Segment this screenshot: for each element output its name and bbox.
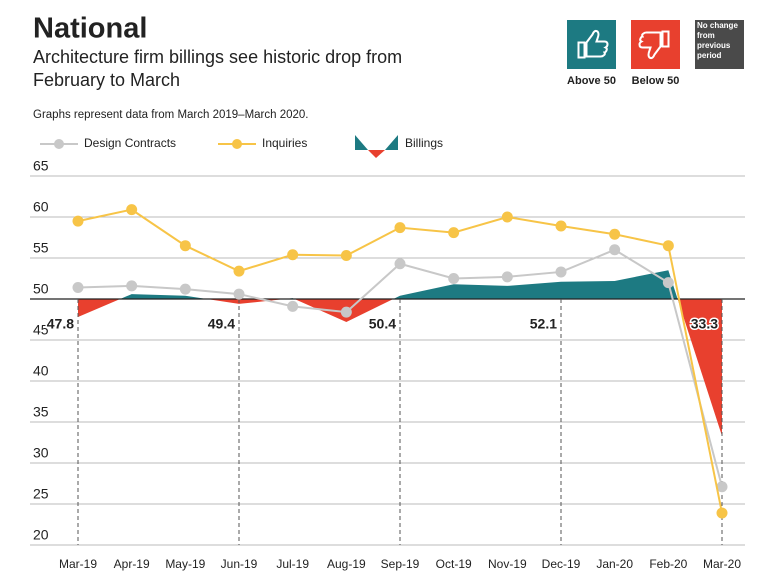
y-tick-label: 30 [33, 445, 49, 461]
legend-area-below [368, 150, 385, 158]
point [716, 507, 728, 519]
x-tick-label: Apr-19 [114, 557, 150, 571]
point [609, 244, 621, 256]
value-label: 47.8 [47, 316, 74, 332]
point [233, 288, 245, 300]
x-tick-label: Jun-19 [221, 557, 258, 571]
point [72, 215, 84, 227]
point [501, 211, 513, 223]
point [126, 204, 138, 216]
point [662, 277, 674, 289]
point [394, 258, 406, 270]
value-label: 33.3 [691, 316, 718, 332]
y-tick-label: 50 [33, 281, 49, 297]
value-label: 52.1 [530, 316, 557, 332]
chart-subtitle: Architecture firm billings see historic … [33, 47, 403, 90]
point [555, 266, 567, 278]
x-tick-label: Mar-20 [703, 557, 741, 571]
x-tick-label: Nov-19 [488, 557, 527, 571]
y-tick-label: 35 [33, 404, 49, 420]
point [448, 273, 460, 284]
legend-label: Billings [405, 136, 443, 150]
key-label-box: No change from previous period [697, 21, 738, 60]
x-tick-label: Sep-19 [381, 557, 420, 571]
point [179, 283, 191, 295]
key-box [631, 20, 680, 69]
legend-label: Inquiries [262, 136, 307, 150]
key-box [695, 20, 744, 69]
point [340, 250, 352, 262]
key-box [567, 20, 616, 69]
key-label: Above 50 [567, 75, 616, 87]
key-icon [577, 29, 609, 59]
legend-marker [54, 139, 64, 149]
y-tick-label: 55 [33, 240, 49, 256]
point [72, 282, 84, 294]
key-icon [638, 30, 670, 60]
legend-marker [232, 139, 242, 149]
key-label: No change from previous period [697, 21, 738, 60]
point [555, 220, 567, 232]
thumb-icon [638, 30, 670, 60]
chart-note: Graphs represent data from March 2019–Ma… [33, 109, 309, 121]
value-label: 49.4 [208, 316, 235, 332]
x-tick-label: Jan-20 [596, 557, 633, 571]
point [609, 228, 621, 240]
point [287, 249, 299, 261]
point [501, 271, 513, 283]
x-tick-label: Oct-19 [436, 557, 472, 571]
point [126, 280, 138, 292]
subtitle-box: Architecture firm billings see historic … [33, 47, 403, 90]
area-above [78, 270, 722, 299]
legend-label: Design Contracts [84, 136, 176, 150]
y-tick-label: 25 [33, 486, 49, 502]
point [179, 240, 191, 252]
y-tick-label: 45 [33, 322, 49, 338]
x-tick-label: Aug-19 [327, 557, 366, 571]
key-label: Below 50 [632, 75, 680, 87]
legend-area-above [355, 135, 398, 150]
point [233, 265, 245, 277]
x-tick-label: Jul-19 [276, 557, 309, 571]
x-tick-label: Feb-20 [649, 557, 687, 571]
x-tick-label: Dec-19 [542, 557, 581, 571]
chart-title: National [33, 13, 147, 45]
point [662, 240, 674, 252]
thumb-icon [577, 29, 609, 59]
y-tick-label: 20 [33, 527, 49, 543]
point [287, 300, 299, 312]
x-tick-label: Mar-19 [59, 557, 97, 571]
point [448, 227, 460, 239]
x-tick-label: May-19 [165, 557, 205, 571]
point [394, 222, 406, 234]
point [716, 481, 728, 493]
y-tick-label: 40 [33, 363, 49, 379]
y-tick-label: 65 [33, 158, 49, 174]
value-label: 50.4 [369, 316, 396, 332]
point [340, 306, 352, 318]
y-tick-label: 60 [33, 199, 49, 215]
